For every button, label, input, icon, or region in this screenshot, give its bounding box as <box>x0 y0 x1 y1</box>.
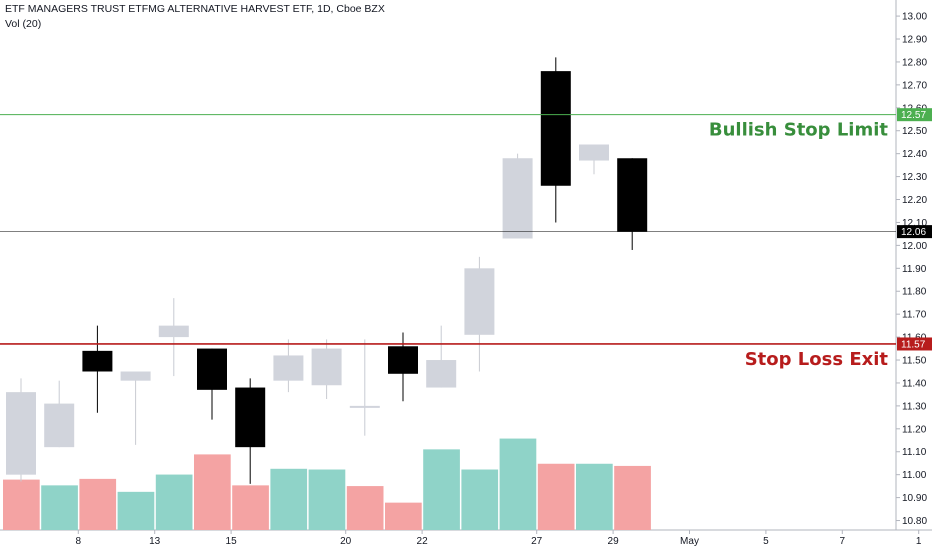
y-tick-label: 11.30 <box>902 401 927 412</box>
candle-body <box>617 158 648 232</box>
x-tick-label: 29 <box>608 536 620 547</box>
candle-body <box>235 387 266 448</box>
y-tick-label: 12.30 <box>902 172 927 183</box>
x-tick-label: May <box>680 536 699 547</box>
volume-bar <box>385 502 422 530</box>
y-tick-label: 11.80 <box>902 287 927 298</box>
y-tick-label: 11.90 <box>902 264 927 275</box>
candle-body <box>349 405 380 408</box>
candle-body <box>426 360 457 388</box>
candle-body <box>579 144 609 161</box>
candle <box>540 57 571 223</box>
x-tick-label: 20 <box>340 536 352 547</box>
candle <box>349 339 380 436</box>
y-tick-label: 12.70 <box>902 80 927 91</box>
y-tick-label: 11.10 <box>902 447 927 458</box>
volume-bar <box>79 478 117 530</box>
volume-bar <box>155 474 193 530</box>
candle <box>273 339 304 393</box>
y-tick-label: 11.40 <box>902 378 927 389</box>
y-tick-label: 12.00 <box>902 241 927 252</box>
candle <box>502 153 533 239</box>
candle <box>235 378 266 484</box>
volume-bar <box>41 485 78 530</box>
volume-bar <box>537 463 575 530</box>
candle <box>44 380 75 448</box>
volume-bar <box>423 449 460 530</box>
y-tick-label: 12.90 <box>902 35 927 46</box>
y-tick-label: 12.50 <box>902 126 927 137</box>
y-tick-label: 11.50 <box>902 356 927 367</box>
candle-body <box>273 355 304 381</box>
y-tick-label: 12.10 <box>902 218 927 229</box>
bullish-stop-limit-annotation: Bullish Stop Limit <box>709 120 888 141</box>
candle <box>158 298 189 377</box>
volume-bar <box>346 486 384 530</box>
bullish-stop-limit-price-tag <box>897 108 932 122</box>
volume-bar <box>270 468 308 530</box>
x-tick-label: 8 <box>76 536 82 547</box>
candle-body <box>6 392 36 475</box>
volume-bar <box>499 438 537 530</box>
y-tick-label: 12.80 <box>902 57 927 68</box>
x-tick-label: 1 <box>916 536 922 547</box>
y-tick-label: 10.90 <box>902 493 927 504</box>
candle <box>617 158 648 250</box>
bullish-stop-limit-price-label: 12.57 <box>901 110 926 121</box>
stop-loss-exit-price-tag <box>897 337 932 351</box>
candle-body <box>388 346 418 374</box>
candle-body <box>82 350 113 372</box>
candle-body <box>502 158 533 239</box>
candle <box>197 348 227 420</box>
candle <box>120 371 151 445</box>
volume-bar <box>576 463 613 530</box>
y-tick-label: 11.20 <box>902 424 927 435</box>
volume-bar <box>614 465 651 530</box>
last-price-price-tag <box>897 225 932 239</box>
volume-bar <box>117 491 155 530</box>
candle-body <box>158 325 189 338</box>
volume-bar <box>308 469 346 530</box>
candle-body <box>44 403 75 448</box>
candle-body <box>311 348 342 386</box>
candle <box>82 325 113 413</box>
candle <box>579 144 609 175</box>
y-tick-label: 10.80 <box>902 516 927 527</box>
x-tick-label: 7 <box>840 536 846 547</box>
candle-body <box>197 348 227 390</box>
candle <box>311 339 342 400</box>
x-tick-label: 13 <box>149 536 161 547</box>
last-price-price-label: 12.06 <box>901 227 926 238</box>
y-tick-label: 11.70 <box>902 310 927 321</box>
y-tick-label: 11.00 <box>902 470 927 481</box>
x-tick-label: 15 <box>226 536 238 547</box>
volume-bar <box>3 479 40 530</box>
candle-body <box>464 268 495 335</box>
candle <box>426 325 457 388</box>
y-tick-label: 13.00 <box>902 12 927 23</box>
stop-loss-exit-price-label: 11.57 <box>901 339 926 350</box>
candle <box>6 378 36 482</box>
x-tick-label: 22 <box>417 536 429 547</box>
volume-indicator-label: Vol (20) <box>5 18 42 30</box>
x-tick-label: 27 <box>531 536 543 547</box>
volume-bar <box>194 454 231 530</box>
volume-bar <box>232 485 269 530</box>
candle <box>464 256 495 372</box>
chart-title: ETF MANAGERS TRUST ETFMG ALTERNATIVE HAR… <box>5 3 385 15</box>
candle <box>388 332 418 402</box>
volume-bar <box>461 469 499 530</box>
stop-loss-exit-annotation: Stop Loss Exit <box>745 349 889 370</box>
y-tick-label: 12.20 <box>902 195 927 206</box>
x-tick-label: 5 <box>763 536 769 547</box>
candle-body <box>540 71 571 186</box>
y-tick-label: 12.40 <box>902 149 927 160</box>
candle-body <box>120 371 151 381</box>
